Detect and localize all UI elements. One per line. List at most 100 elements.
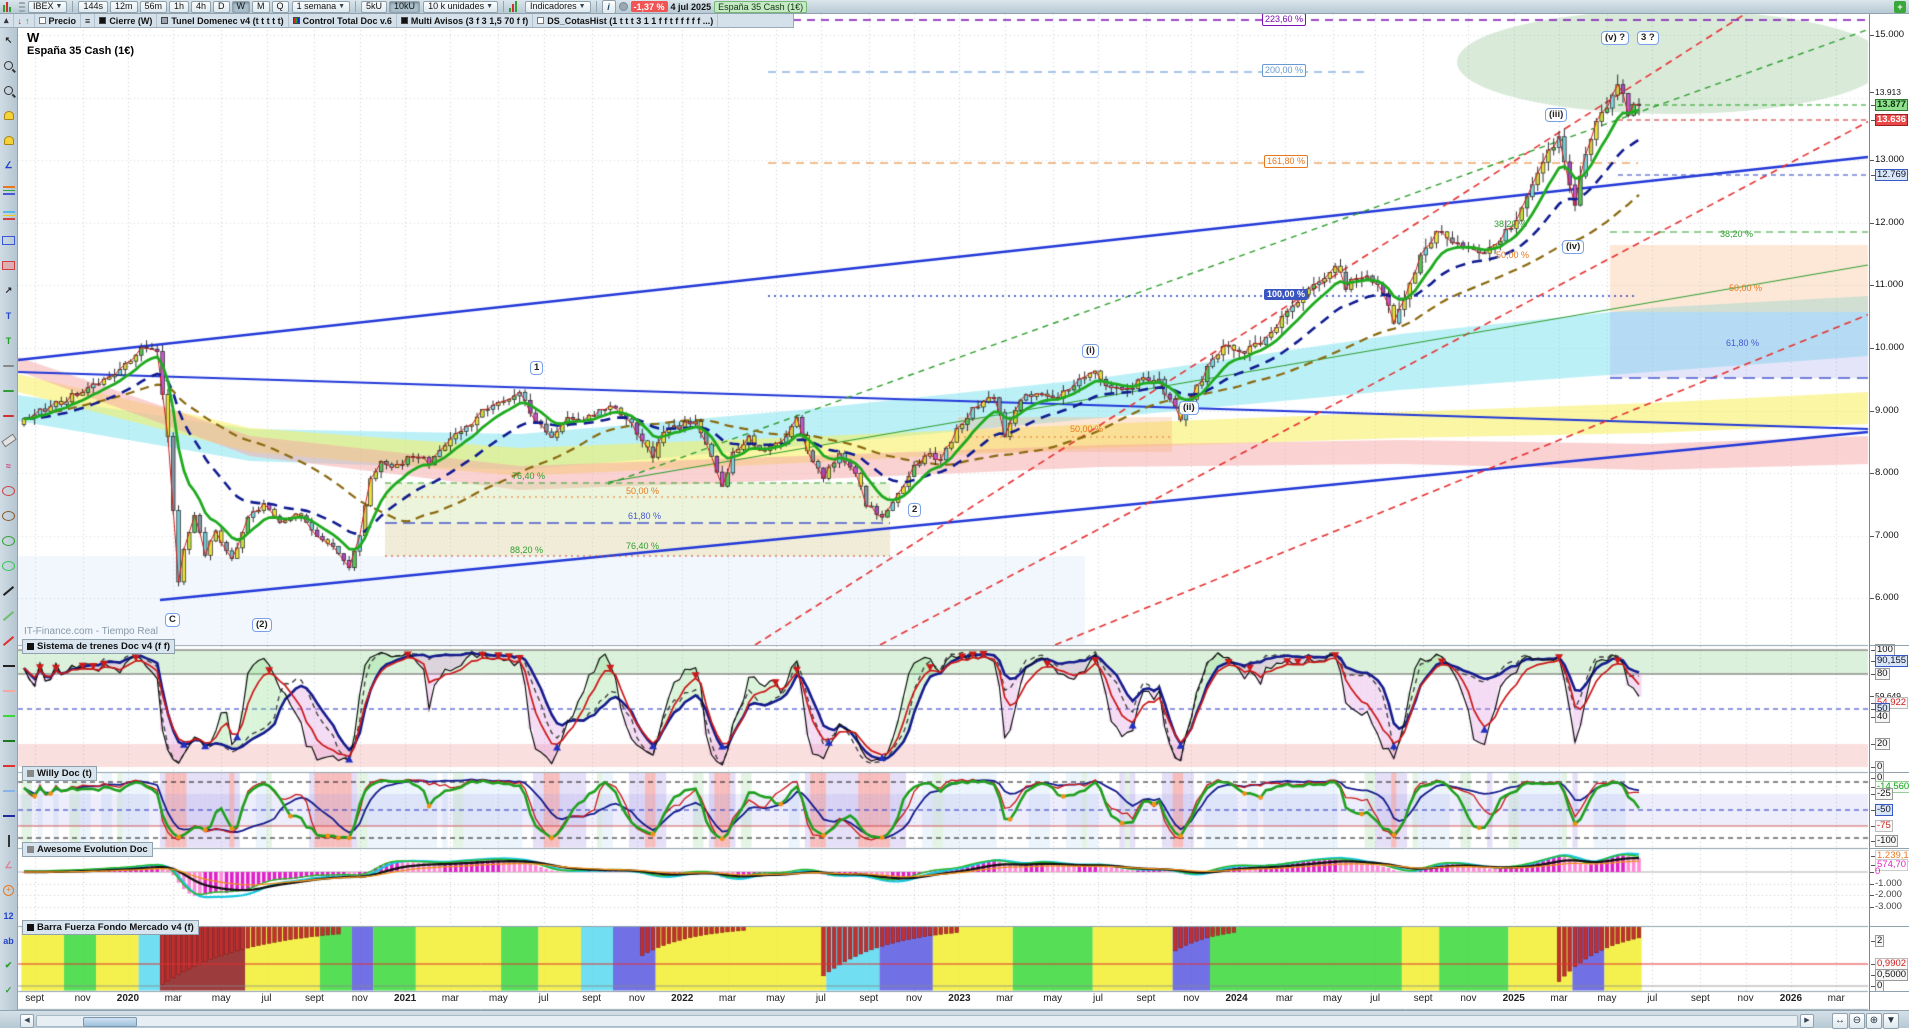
legend-item-item[interactable]: ≡ (81, 14, 96, 27)
scrollbar-thumb[interactable] (83, 1017, 137, 1027)
color-swatch-icon[interactable] (400, 17, 408, 24)
scroll-end-button[interactable]: ▼ (1883, 1013, 1899, 1029)
line-black-icon[interactable] (1, 578, 17, 603)
panel-header-willy-doc-t[interactable]: Willy Doc (t) (22, 766, 97, 781)
units-select[interactable]: 10 k unidades ▼ (423, 0, 499, 13)
hline-pink-icon[interactable] (1, 678, 17, 703)
symbol-select[interactable]: IBEX ▼ (28, 0, 68, 13)
fib-retracement-icon[interactable] (1, 178, 17, 203)
legend-item-control-total-doc-v-6[interactable]: Control Total Doc v.6 (289, 14, 397, 27)
fib-label[interactable]: 76,40 % (626, 541, 660, 551)
line-green-icon[interactable] (1, 603, 17, 628)
color-swatch-icon[interactable] (161, 17, 169, 24)
color-swatch-icon[interactable] (99, 17, 107, 24)
zoom-icon[interactable] (1, 53, 17, 78)
fit-chart-button[interactable]: ↔ (1832, 1013, 1848, 1029)
wave-label[interactable]: C (165, 613, 180, 627)
multicolor-swatch-icon[interactable] (292, 17, 300, 24)
zoom-area-icon[interactable] (1, 78, 17, 103)
indicators-select[interactable]: Indicadores ▼ (525, 0, 591, 13)
trend-arrow-icon[interactable]: ↗ (4, 285, 13, 295)
timeframe-w[interactable]: W (231, 0, 251, 13)
fib-label[interactable]: 200,00 % (1262, 64, 1307, 77)
tick-unit-10ku[interactable]: 10kU (389, 0, 421, 13)
timeframe-12m[interactable]: 12m (109, 0, 138, 13)
wave-label[interactable]: (iii) (1545, 108, 1568, 122)
timeframe-m[interactable]: M (252, 0, 270, 13)
wave-label[interactable]: (iv) (1562, 240, 1585, 254)
fib-label[interactable]: 100,00 % (1264, 289, 1309, 300)
fib-label[interactable]: 61,80 % (1726, 338, 1760, 348)
legend-item-cierre-w[interactable]: Cierre (W) (95, 14, 158, 27)
scroll-left-button[interactable]: ◀ (20, 1014, 34, 1028)
timeframe-d[interactable]: D (213, 0, 230, 13)
fib-label[interactable]: 223,60 % (1262, 13, 1307, 26)
vline-icon[interactable] (1, 828, 17, 853)
timeframe-q[interactable]: Q (271, 0, 289, 13)
legend-collapse[interactable]: ▴ (0, 14, 14, 27)
fib-label[interactable]: 88,20 % (510, 545, 544, 555)
period-select[interactable]: 1 semana ▼ (291, 0, 351, 13)
wave-label[interactable]: 2 (908, 503, 922, 517)
zoom-in-button[interactable]: ⊕ (1866, 1013, 1882, 1029)
tick-unit-5ku[interactable]: 5kU (361, 0, 388, 13)
fib-label[interactable]: 50,00 % (1070, 424, 1104, 434)
scrollbar-track[interactable] (36, 1015, 1798, 1027)
timeframe-4h[interactable]: 4h (191, 0, 212, 13)
ruler-icon[interactable] (0, 428, 17, 453)
alarm-pointer-icon[interactable] (1, 103, 17, 128)
hline-darkgreen-icon[interactable] (1, 728, 17, 753)
rect-blue-icon[interactable] (1, 228, 17, 253)
hline-lightblue-icon[interactable] (1, 778, 17, 803)
fib-projection-icon[interactable] (1, 203, 17, 228)
wave-label[interactable]: 1 (530, 361, 544, 375)
hline-green-icon[interactable] (1, 703, 17, 728)
letters-icon[interactable]: ab (3, 935, 14, 946)
alarm-icon[interactable] (1, 128, 17, 153)
fib-label[interactable]: 50,00 % (1729, 283, 1763, 293)
confirm-icon[interactable]: ✔ (4, 960, 13, 970)
timeframe-144s[interactable]: 144s (78, 0, 108, 13)
panel-header-sistema-de-trenes-doc-v4-f-f[interactable]: Sistema de trenes Doc v4 (f f) (22, 639, 176, 654)
legend-item-multi-avisos-3-f-3-1-5-70-f-[interactable]: Multi Avisos (3 f 3 1,5 70 f f) (397, 14, 534, 27)
legend-item-ds-cotashist-1-t-t-t-3-1-1-f[interactable]: DS_CotasHist (1 t t t 3 1 1 f f t f f f … (533, 14, 719, 27)
fib-label[interactable]: 76,40 % (512, 471, 546, 481)
wave-label[interactable]: (ii) (1179, 401, 1199, 415)
ellipse-green-2-icon[interactable] (1, 553, 17, 578)
panel-header-barra-fuerza-fondo-mercado-v[interactable]: Barra Fuerza Fondo Mercado v4 (f) (22, 920, 199, 935)
fib-angle-icon[interactable]: ∠ (4, 160, 13, 170)
segment-green-icon[interactable] (1, 378, 17, 403)
line-red-icon[interactable] (1, 628, 17, 653)
wave-label[interactable]: 3 ? (1637, 31, 1659, 45)
axis-settings-icon[interactable]: + (1894, 0, 1906, 13)
fib-label[interactable]: 38,20 % (1494, 219, 1528, 229)
timeframe-1h[interactable]: 1h (169, 0, 190, 13)
ellipse-red-icon[interactable] (1, 478, 17, 503)
zoom-out-button[interactable]: ⊖ (1849, 1013, 1865, 1029)
legend-item-tunel-domenec-v4-t-t-t-t-t[interactable]: Tunel Domenec v4 (t t t t t) (157, 14, 289, 27)
ellipse-brown-icon[interactable] (1, 503, 17, 528)
legend-price-arrows[interactable]: ↓ ↑ (14, 14, 35, 27)
cursor-icon[interactable]: ↖ (4, 35, 13, 45)
hline-navy-icon[interactable] (1, 803, 17, 828)
info-button[interactable]: i (601, 0, 616, 14)
checkbox-icon[interactable] (38, 17, 46, 24)
wave-label[interactable]: (2) (252, 618, 272, 632)
fib-label[interactable]: 61,80 % (628, 511, 662, 521)
pin-icon[interactable] (1, 353, 17, 378)
segment-red-icon[interactable] (1, 403, 17, 428)
fib-label[interactable]: 161,80 % (1264, 155, 1309, 168)
timeframe-56m[interactable]: 56m (139, 0, 168, 13)
channel-icon[interactable]: ≈ (6, 460, 11, 471)
scroll-right-button[interactable]: ▶ (1800, 1014, 1814, 1028)
hline-black-icon[interactable] (1, 653, 17, 678)
rect-red-icon[interactable] (1, 253, 17, 278)
price-axis[interactable]: 15.000 13.000 12.000 11.000 10.000 9.000 8.000… (1869, 14, 1909, 1010)
wave-label[interactable]: (v) ? (1601, 31, 1630, 45)
fib-label[interactable]: 50,00 % (1496, 250, 1530, 260)
panel-header-awesome-evolution-doc[interactable]: Awesome Evolution Doc (22, 842, 153, 857)
time-axis[interactable]: sept nov 2020 mar may jul sept nov 2021 mar may jul… (0, 993, 1868, 1009)
thumbs-up-icon[interactable]: ✓ (4, 985, 13, 995)
fib-label[interactable]: 38,20 % (1720, 229, 1754, 239)
legend-item-precio[interactable]: Precio (35, 14, 82, 27)
